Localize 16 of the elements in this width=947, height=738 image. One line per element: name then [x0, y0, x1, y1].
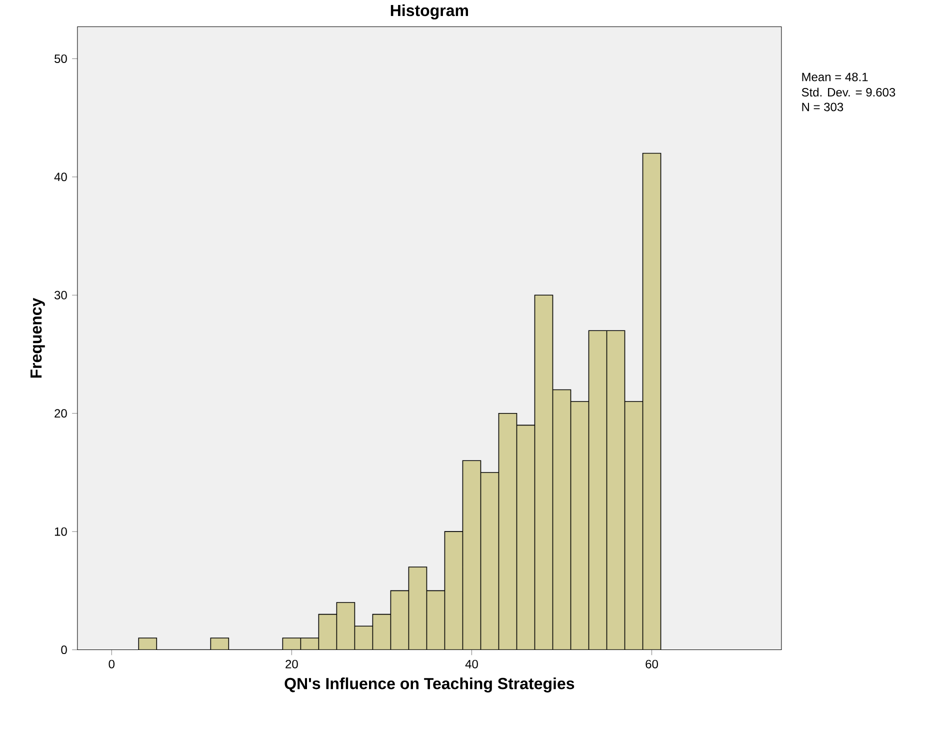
y-tick-label: 40	[54, 172, 67, 181]
x-tick-label: 0	[108, 660, 115, 668]
y-axis-title: Frequency	[30, 298, 45, 378]
x-tick-label: 20	[286, 660, 298, 668]
y-tick-label: 0	[61, 645, 67, 654]
y-tick-label: 10	[54, 527, 67, 536]
x-tick-label: 60	[646, 660, 658, 668]
text: Mean = 48.1	[802, 72, 868, 82]
x-tick-label: 40	[465, 660, 478, 668]
chart-title: Histogram	[390, 4, 468, 20]
text: N = 303	[802, 102, 844, 112]
x-axis-title: QN's Influence on Teaching Strategies	[284, 677, 574, 692]
text: Std. Dev. = 9.603	[802, 88, 896, 96]
y-tick-label: 50	[54, 54, 67, 63]
y-tick-label: 30	[54, 290, 67, 300]
y-tick-label: 20	[54, 408, 67, 418]
